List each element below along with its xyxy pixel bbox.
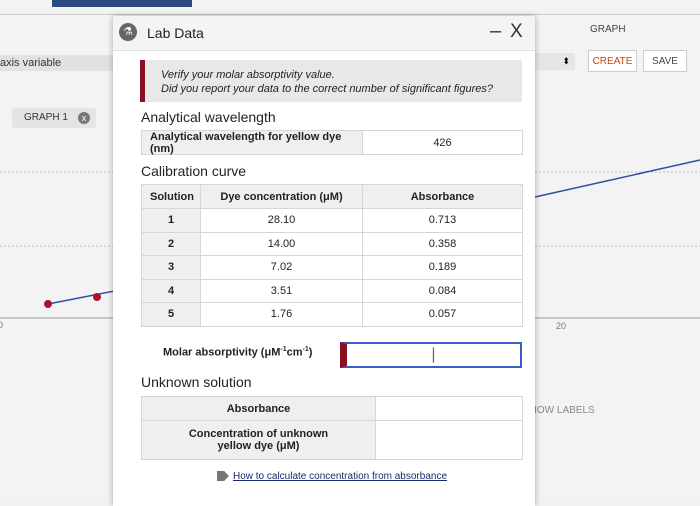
dialog-header: [113, 16, 535, 51]
axis-tick: 20: [556, 321, 567, 331]
graph-tab-label: GRAPH 1: [24, 112, 68, 123]
table-cell: 0.713: [362, 208, 523, 233]
select-arrows[interactable]: ⬍: [535, 53, 575, 70]
label-part: cm: [286, 346, 303, 359]
table-cell: 1: [141, 208, 201, 233]
molar-input[interactable]: |: [340, 342, 522, 368]
divider: [0, 14, 700, 15]
table-cell: 14.00: [200, 231, 363, 256]
top-bar: [52, 0, 192, 7]
value-cell: 426: [362, 130, 523, 155]
table-cell: 3: [141, 255, 201, 280]
show-labels[interactable]: SHOW LABELS: [523, 405, 595, 416]
dialog: ⚗ Lab Data – X Verify your molar absorpt…: [113, 16, 535, 506]
notice: Verify your molar absorptivity value. Did…: [140, 60, 522, 102]
table-cell: 0.358: [362, 231, 523, 256]
column-header: Absorbance: [362, 184, 523, 209]
table-cell: 3.51: [200, 278, 363, 303]
table-cell: 0.084: [362, 278, 523, 303]
section-heading: Unknown solution: [141, 374, 252, 390]
label-part: -1: [280, 346, 287, 353]
table-cell: 0.057: [362, 302, 523, 327]
graph-header: GRAPH: [590, 24, 626, 35]
flask-icon: ⚗: [119, 23, 137, 41]
dialog-title: Lab Data: [147, 25, 204, 41]
label-part: -1: [302, 346, 309, 353]
data-point: [44, 300, 52, 308]
table-cell: 28.10: [200, 208, 363, 233]
label-part: ): [308, 346, 313, 359]
notice-line: Did you report your data to the correct …: [161, 83, 494, 95]
table-cell: 4: [141, 278, 201, 303]
label-part: Molar absorptivity (μM: [163, 346, 281, 359]
close-tab-icon[interactable]: x: [78, 112, 90, 124]
close-button[interactable]: X: [510, 21, 523, 42]
label-cell: Analytical wavelength for yellow dye (nm…: [141, 130, 363, 155]
help-link[interactable]: How to calculate concentration from abso…: [233, 471, 448, 482]
save-button[interactable]: SAVE: [643, 50, 687, 72]
notice-line: Verify your molar absorptivity value.: [161, 69, 335, 81]
axis-tick: 0: [0, 320, 4, 330]
label-cell: Absorbance: [141, 396, 376, 421]
column-header: Solution: [141, 184, 201, 209]
section-heading: Analytical wavelength: [141, 109, 276, 125]
column-header: Dye concentration (μM): [200, 184, 363, 209]
table-cell: 7.02: [200, 255, 363, 280]
input-cell[interactable]: [375, 420, 523, 460]
graph-tab[interactable]: GRAPH 1 x: [12, 108, 96, 128]
input-cell[interactable]: [375, 396, 523, 421]
create-button[interactable]: CREATE: [588, 50, 637, 72]
minimize-button[interactable]: –: [490, 20, 502, 42]
molar-label: Molar absorptivity (μM-1cm-1): [163, 346, 312, 359]
axis-select[interactable]: axis variable: [0, 55, 130, 71]
link-icon: [217, 471, 229, 481]
trend-line: [534, 159, 700, 198]
label-cell: Concentration of unknown yellow dye (μM): [141, 420, 376, 460]
table-cell: 5: [141, 302, 201, 327]
section-heading: Calibration curve: [141, 163, 247, 179]
table-cell: 1.76: [200, 302, 363, 327]
table-cell: 0.189: [362, 255, 523, 280]
table-cell: 2: [141, 231, 201, 256]
data-point: [93, 293, 101, 301]
